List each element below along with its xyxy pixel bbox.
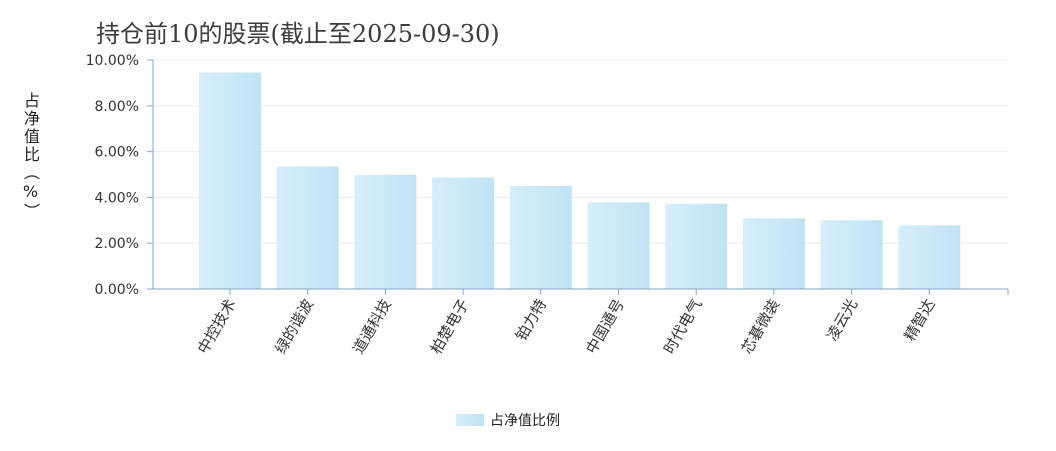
x-tick-label: 芯碁微装 <box>738 296 784 357</box>
y-tick-label: 6.00% <box>95 145 139 161</box>
y-tick-label: 10.00% <box>86 53 139 69</box>
chart-title: 持仓前10的股票(截止至2025-09-30) <box>96 20 500 48</box>
y-tick-label: 4.00% <box>95 190 139 206</box>
x-tick-label: 中国通号 <box>582 296 628 357</box>
legend[interactable]: 占净值比例 <box>456 410 560 430</box>
legend-label: 占净值比例 <box>490 413 560 429</box>
x-tick-label: 绿的谐波 <box>272 296 318 357</box>
x-tick-label: 时代电气 <box>660 296 706 357</box>
x-tick-label: 铂力特 <box>512 296 550 344</box>
bar[interactable] <box>354 174 417 289</box>
bar[interactable] <box>898 225 961 289</box>
y-axis-label: 占净值比（%） <box>21 92 40 221</box>
x-tick-label: 道通科技 <box>349 296 395 357</box>
y-tick-label: 8.00% <box>95 99 139 115</box>
bar[interactable] <box>509 185 572 289</box>
y-tick-label: 2.00% <box>95 236 139 252</box>
x-tick-label: 柏楚电子 <box>427 296 473 357</box>
x-tick-label: 中控技术 <box>194 296 240 357</box>
x-tick-label: 凌云光 <box>823 296 861 344</box>
bar[interactable] <box>587 202 650 289</box>
bar[interactable] <box>665 203 728 289</box>
bar[interactable] <box>742 218 805 289</box>
bar[interactable] <box>820 220 883 289</box>
x-tick-label: 精智达 <box>901 296 939 344</box>
bar[interactable] <box>432 177 495 289</box>
bar[interactable] <box>199 72 261 289</box>
legend-swatch <box>456 414 484 426</box>
y-tick-label: 0.00% <box>95 282 139 298</box>
bar[interactable] <box>276 166 339 289</box>
